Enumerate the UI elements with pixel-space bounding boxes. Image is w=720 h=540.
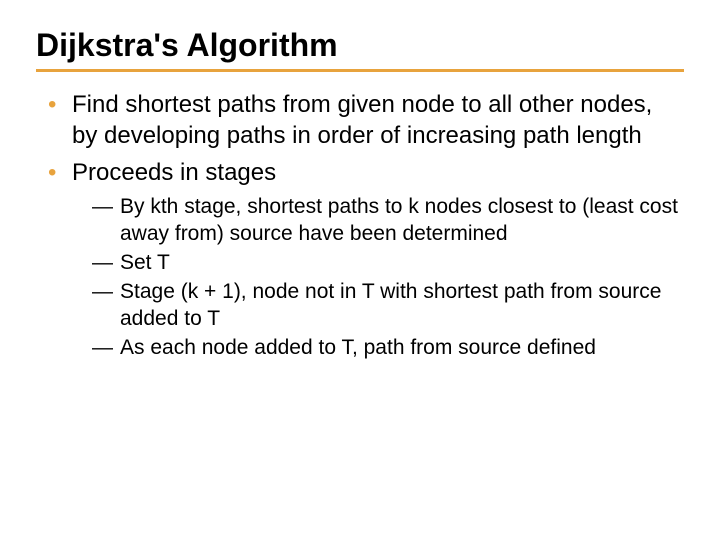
list-item: Set T [92, 250, 684, 277]
bullet-list: Find shortest paths from given node to a… [36, 90, 684, 361]
bullet-text: Find shortest paths from given node to a… [72, 91, 652, 149]
sub-bullet-text: Set T [120, 251, 170, 274]
page-title: Dijkstra's Algorithm [36, 28, 684, 63]
title-underline [36, 69, 684, 72]
sub-bullet-text: As each node added to T, path from sourc… [120, 336, 596, 359]
list-item: Proceeds in stages By kth stage, shortes… [44, 158, 684, 362]
list-item: Stage (k + 1), node not in T with shorte… [92, 279, 684, 333]
sub-bullet-text: Stage (k + 1), node not in T with shorte… [120, 280, 661, 330]
list-item: As each node added to T, path from sourc… [92, 335, 684, 362]
list-item: By kth stage, shortest paths to k nodes … [92, 194, 684, 248]
list-item: Find shortest paths from given node to a… [44, 90, 684, 151]
sub-bullet-list: By kth stage, shortest paths to k nodes … [72, 194, 684, 361]
sub-bullet-text: By kth stage, shortest paths to k nodes … [120, 195, 678, 245]
slide: Dijkstra's Algorithm Find shortest paths… [0, 0, 720, 540]
bullet-text: Proceeds in stages [72, 159, 276, 186]
